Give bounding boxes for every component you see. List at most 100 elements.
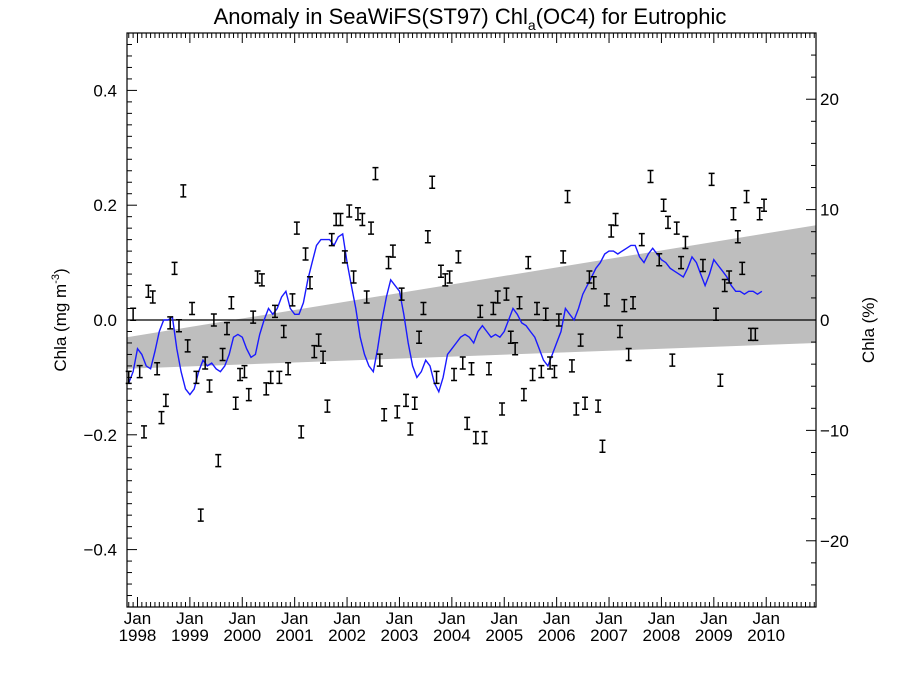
- chart-title-main: Anomaly in SeaWiFS(ST97) Chl: [214, 4, 528, 29]
- anomaly-point-marker: [354, 207, 361, 221]
- anomaly-point-marker: [359, 212, 366, 227]
- anomaly-point: [481, 430, 488, 445]
- anomaly-point: [459, 356, 466, 370]
- anomaly-point-marker: [136, 364, 143, 379]
- anomaly-point: [158, 410, 165, 425]
- anomaly-point-marker: [272, 304, 279, 319]
- anomaly-point-marker: [660, 198, 667, 212]
- anomaly-point-marker: [455, 250, 462, 264]
- anomaly-point: [577, 333, 584, 347]
- anomaly-point-marker: [175, 318, 182, 333]
- anomaly-point-marker: [293, 221, 300, 235]
- anomaly-point-marker: [590, 275, 597, 290]
- anomaly-point: [429, 175, 436, 189]
- anomaly-point-marker: [324, 399, 331, 413]
- anomaly-point: [298, 425, 305, 439]
- anomaly-point: [193, 370, 200, 385]
- x-tick-month-label: Jan: [491, 609, 518, 628]
- y-tick-label-left: −0.4: [83, 541, 117, 560]
- anomaly-point-marker: [678, 255, 685, 270]
- x-tick-month-label: Jan: [176, 609, 203, 628]
- anomaly-point: [162, 393, 169, 408]
- anomaly-point: [512, 341, 519, 356]
- anomaly-point: [276, 370, 283, 385]
- anomaly-point: [573, 402, 580, 416]
- anomaly-point: [525, 255, 532, 270]
- anomaly-point-marker: [499, 402, 506, 416]
- anomaly-point: [285, 362, 292, 376]
- anomaly-point: [141, 425, 148, 439]
- anomaly-point: [586, 270, 593, 284]
- anomaly-point-marker: [555, 313, 562, 327]
- anomaly-point-marker: [202, 356, 209, 370]
- anomaly-point: [608, 224, 615, 238]
- anomaly-point-marker: [621, 298, 628, 313]
- anomaly-point: [333, 212, 340, 227]
- anomaly-point-marker: [433, 370, 440, 385]
- anomaly-point: [437, 264, 444, 278]
- x-tick-month-label: Jan: [700, 609, 727, 628]
- y-tick-labels: 0.4 0.2 0.0 −0.2 −0.4 20 10 0 −10 −20: [83, 81, 848, 559]
- anomaly-point: [180, 184, 187, 198]
- anomaly-point: [533, 301, 540, 316]
- anomaly-point: [416, 330, 423, 344]
- anomaly-point: [595, 399, 602, 413]
- anomaly-point-marker: [215, 453, 222, 468]
- anomaly-point: [555, 313, 562, 327]
- anomaly-point: [223, 321, 230, 336]
- anomaly-point-marker: [468, 362, 475, 376]
- anomaly-point: [734, 230, 741, 244]
- anomaly-point: [761, 198, 768, 212]
- anomaly-point-marker: [263, 382, 270, 396]
- anomaly-point-marker: [708, 172, 715, 187]
- anomaly-point-marker: [669, 353, 676, 367]
- anomaly-point-marker: [228, 296, 235, 310]
- anomaly-point: [660, 198, 667, 212]
- anomaly-point-marker: [713, 307, 720, 322]
- anomaly-point: [394, 405, 401, 419]
- anomaly-point: [306, 275, 313, 290]
- anomaly-point-marker: [699, 258, 706, 273]
- x-tick-labels: Jan1998Jan1999Jan2000Jan2001Jan2002Jan20…: [119, 609, 786, 645]
- anomaly-point: [673, 221, 680, 235]
- anomaly-point: [337, 212, 344, 227]
- anomaly-point: [376, 353, 383, 367]
- anomaly-point: [372, 166, 379, 181]
- anomaly-point-marker: [280, 324, 287, 339]
- anomaly-point-marker: [739, 261, 746, 276]
- anomaly-point-marker: [717, 373, 724, 388]
- anomaly-point-marker: [612, 212, 619, 227]
- anomaly-point-marker: [494, 290, 501, 304]
- anomaly-point-marker: [599, 439, 606, 454]
- anomaly-point-marker: [520, 387, 527, 402]
- anomaly-point-marker: [372, 166, 379, 181]
- anomaly-point: [241, 364, 248, 379]
- anomaly-point: [708, 172, 715, 187]
- anomaly-point: [167, 316, 174, 330]
- anomaly-point-marker: [210, 313, 217, 327]
- anomaly-point: [154, 362, 161, 376]
- anomaly-point-marker: [276, 370, 283, 385]
- chart-title-suffix: (OC4) for Eutrophic: [536, 4, 727, 29]
- anomaly-point-marker: [721, 278, 728, 293]
- anomaly-point-marker: [752, 327, 759, 342]
- anomaly-point-marker: [756, 207, 763, 221]
- anomaly-point: [385, 255, 392, 270]
- anomaly-point-marker: [154, 362, 161, 376]
- anomaly-point-marker: [542, 307, 549, 322]
- anomaly-point: [485, 362, 492, 376]
- anomaly-point: [219, 347, 226, 362]
- anomaly-point-marker: [232, 396, 239, 410]
- anomaly-point: [560, 250, 567, 264]
- x-tick-year-label: 2001: [276, 626, 314, 645]
- anomaly-point: [713, 307, 720, 322]
- anomaly-point-marker: [595, 399, 602, 413]
- anomaly-point: [189, 301, 196, 316]
- y-tick-label-left: 0.0: [93, 311, 117, 330]
- anomaly-point-marker: [250, 310, 257, 324]
- y-tick-label-left: 0.2: [93, 196, 117, 215]
- anomaly-point-marker: [451, 367, 458, 382]
- y-tick-label-right: 0: [820, 311, 829, 330]
- anomaly-point: [717, 373, 724, 388]
